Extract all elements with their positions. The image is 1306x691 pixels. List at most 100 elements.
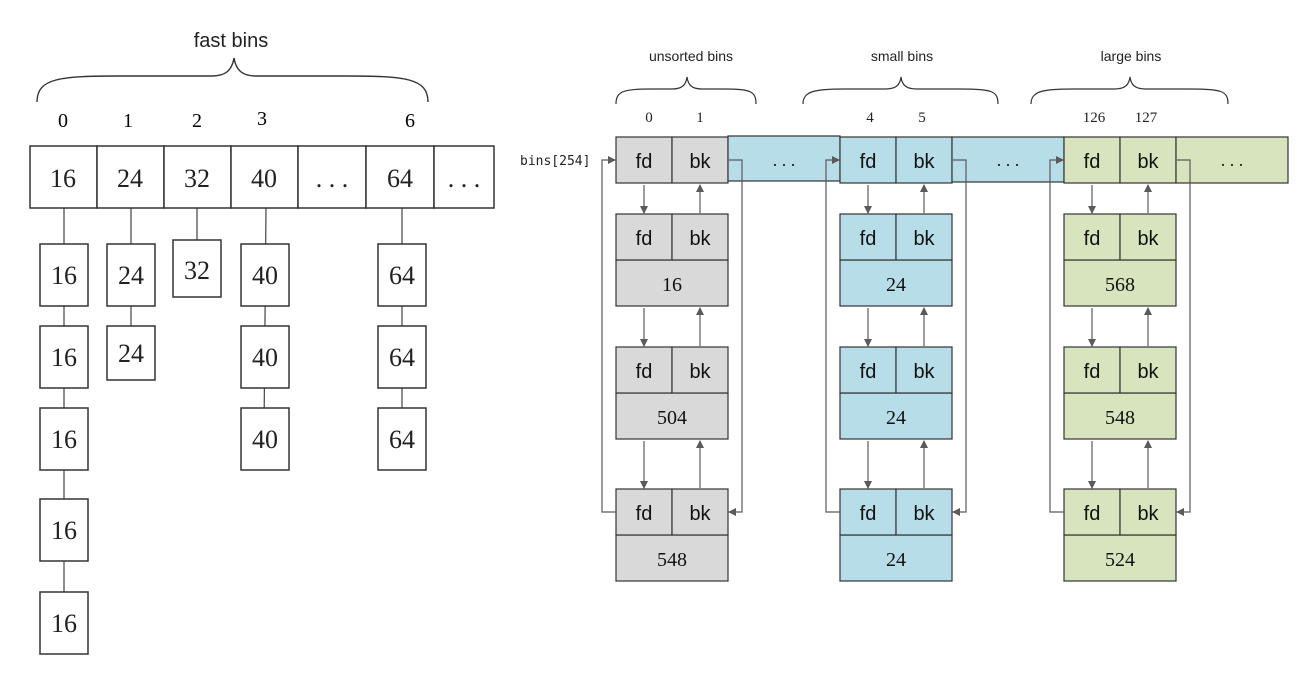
fast-bin-index: 6 [405,110,415,132]
fast-bin-head-label: 40 [251,164,277,193]
wrap-link-arrow [1049,156,1064,513]
chunk-fd-label: fd [636,228,653,250]
fast-chunk [39,498,89,562]
bins-section: bins[254] unsorted bins small bins large… [520,48,1289,582]
fast-bin-head [297,145,367,209]
chunk-fd-label: fd [1084,503,1101,525]
fast-chunk-label: 40 [252,425,278,454]
fast-chunk [106,325,156,381]
chunk-fd-cell [839,346,897,394]
bin-fd-label: fd [636,151,653,173]
fast-bins-section: fast bins 0 1 2 3 6 16 24 32 [29,30,495,655]
wrap-link-arrow [601,156,616,513]
fast-bin-head-label: . . . [316,164,349,193]
fast-chunk-label: 24 [118,261,144,290]
bin-cell-gap [951,136,1065,183]
group-title-large: large bins [1101,48,1162,64]
group-title-small: small bins [871,48,933,64]
chunk-fd-label: fd [860,228,877,250]
bin-fd-label: fd [860,151,877,173]
chunk-size-label: 16 [662,274,682,296]
fast-chunk-label: 64 [389,343,415,372]
fast-bin-index: 1 [123,110,133,132]
chunk-size-label: 548 [657,549,687,571]
fast-bin-head [29,145,98,209]
chunk-bk-label: bk [689,503,711,525]
chunk-fd-cell [615,213,673,261]
brace-unsorted [615,76,757,105]
fast-chunk [39,591,89,655]
bin-index: 127 [1135,110,1158,126]
bin-index: 126 [1083,110,1106,126]
fast-bins-title: fast bins [194,30,268,52]
chunk-bk-cell [895,213,953,261]
fast-bin-head [163,145,232,209]
bin-fd-label: fd [1084,151,1101,173]
chunk-fd-label: fd [1084,228,1101,250]
chunk-size-label: 24 [886,274,906,296]
chunk-bk-cell [671,488,729,536]
fast-chunk [240,407,290,471]
chunk-bk-cell [1119,488,1177,536]
chunk-bk-label: bk [689,228,711,250]
chunk-fd-cell [615,346,673,394]
fast-chunk-label: 16 [51,343,77,372]
chunk-size-cell [839,392,953,440]
fast-bin-head-label: 32 [184,164,210,193]
chunk-fd-label: fd [1084,361,1101,383]
bin-cell-bk [895,136,953,184]
fast-chunk-label: 16 [51,609,77,638]
chunk-bk-label: bk [1137,503,1159,525]
bin-index: 4 [866,110,874,126]
chunk-bk-cell [1119,213,1177,261]
fast-bin-head-label: 24 [117,164,143,193]
bin-cell-fd [1063,136,1121,184]
fast-bin-index: 3 [257,108,267,130]
chunk-size-cell [839,534,953,582]
bin-ellipsis: . . . [1221,150,1244,170]
group-title-unsorted: unsorted bins [649,48,733,64]
chunk-fd-label: fd [860,503,877,525]
bin-cell-gap [727,135,841,182]
fast-chunk [106,243,156,307]
chunk-bk-label: bk [913,361,935,383]
chunk-fd-label: fd [860,361,877,383]
bin-bk-label: bk [1137,151,1159,173]
bin-cell-fd [839,136,897,184]
fast-chunk [377,243,427,307]
bin-ellipsis: . . . [773,150,796,170]
chunk-bk-cell [895,346,953,394]
chunk-bk-label: bk [1137,228,1159,250]
chunk-fd-cell [839,213,897,261]
chunk-bk-label: bk [913,503,935,525]
chunk-size-label: 24 [886,407,906,429]
chunk-bk-label: bk [689,361,711,383]
chunk-fd-cell [1063,346,1121,394]
fast-bin-head-label: . . . [448,164,481,193]
chunk-size-cell [1063,259,1177,307]
chunk-size-label: 548 [1105,407,1135,429]
fast-chunk-label: 16 [51,516,77,545]
fast-chunk-label: 64 [389,425,415,454]
fast-bin-index: 2 [192,110,202,132]
fast-bin-head [96,145,165,209]
chunk-fd-label: fd [636,503,653,525]
bin-cell-fd [615,136,673,184]
bin-cell-bk [671,136,729,184]
bin-ellipsis: . . . [997,150,1020,170]
bins-array-label: bins[254] [520,154,590,169]
fast-chunk [39,325,89,389]
chunk-size-label: 24 [886,549,906,571]
fast-chunk [240,243,290,307]
chunk-bk-label: bk [913,228,935,250]
fast-bin-index: 0 [58,110,68,132]
wrap-link-arrow [728,159,743,516]
fast-chunk-label: 40 [252,343,278,372]
fast-bin-head-label: 64 [387,164,413,193]
fast-chunk-label: 16 [51,261,77,290]
fast-chunk-label: 40 [252,261,278,290]
brace-large [1030,76,1229,105]
fast-chunk-label: 32 [184,256,210,285]
fast-bin-head [433,145,495,209]
